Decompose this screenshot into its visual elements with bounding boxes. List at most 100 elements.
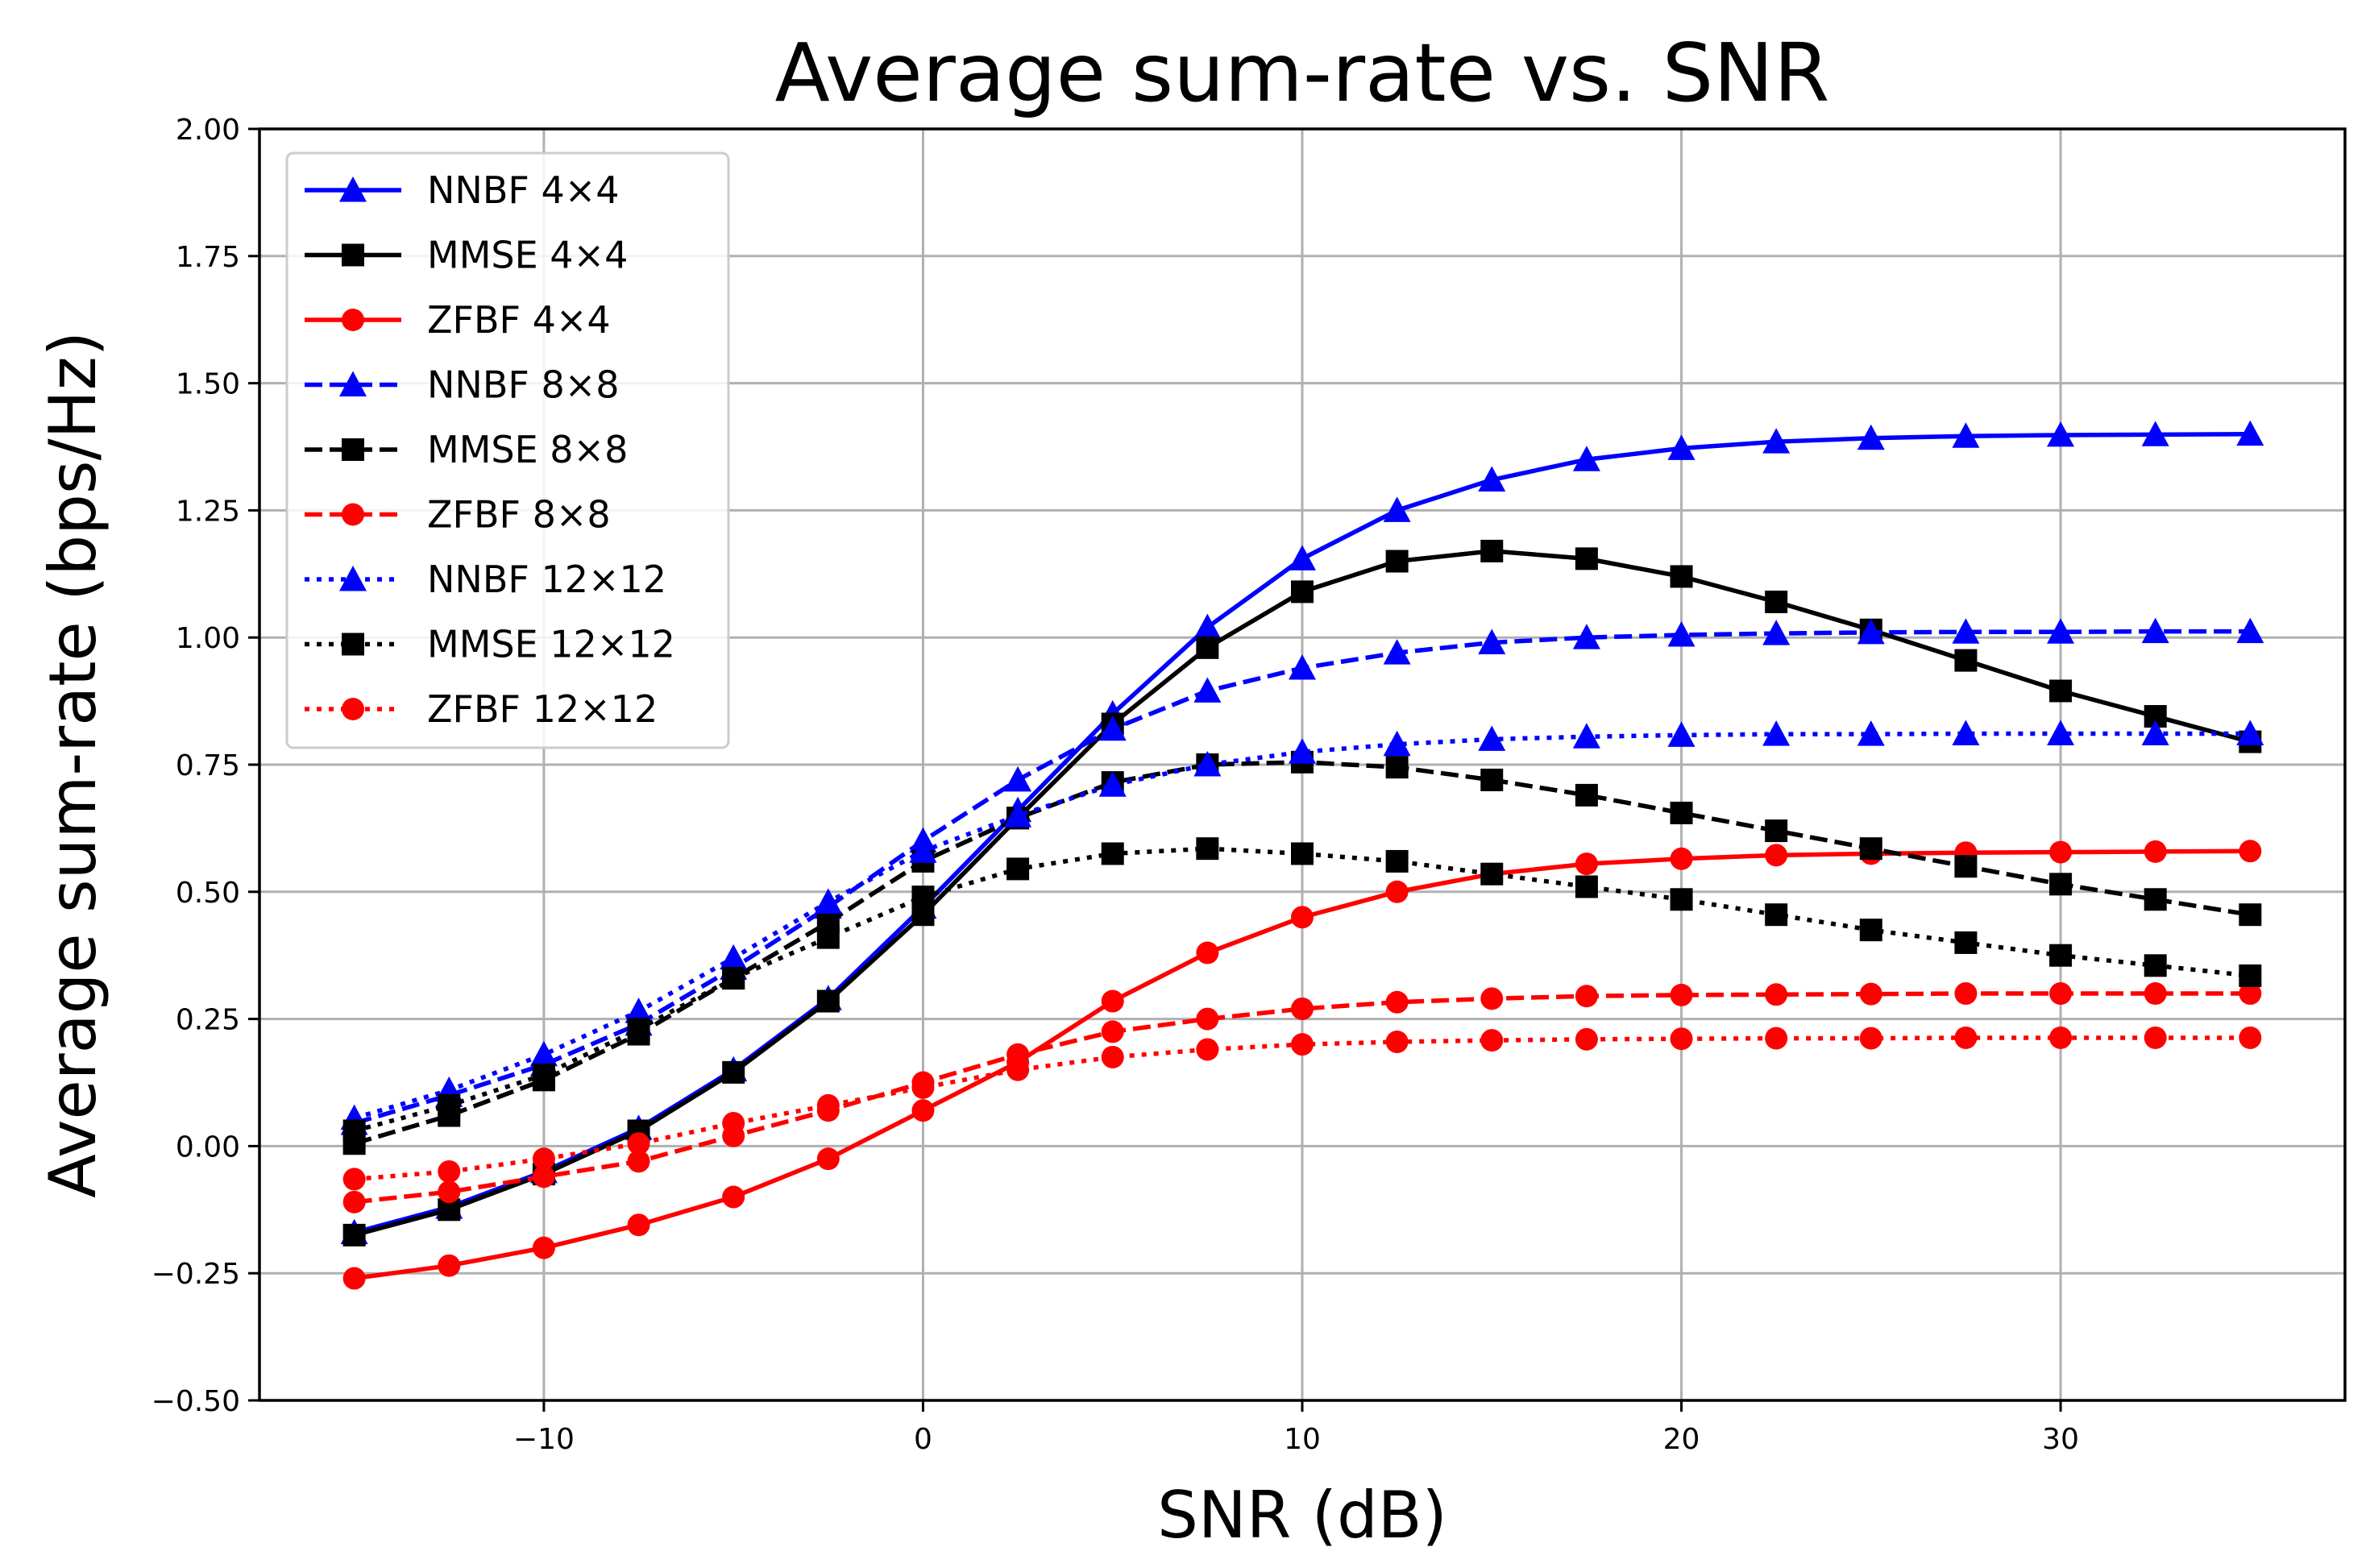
data-point — [1004, 765, 1032, 792]
y-tick-label: 1.50 — [176, 368, 240, 401]
data-point — [1667, 621, 1695, 647]
data-point — [625, 998, 653, 1023]
data-point — [1478, 725, 1506, 751]
series-line — [353, 731, 2251, 1121]
data-point — [2141, 421, 2169, 446]
data-point — [2047, 618, 2075, 644]
data-point — [1572, 723, 1600, 749]
legend-marker — [342, 243, 364, 267]
data-point — [2049, 982, 2073, 1006]
data-point — [1575, 852, 1598, 876]
data-point — [722, 967, 745, 990]
data-point — [911, 1076, 935, 1099]
data-point — [627, 1132, 650, 1155]
data-point — [2144, 954, 2167, 977]
data-point — [1291, 906, 1314, 929]
data-point — [1385, 990, 1409, 1014]
data-point — [1954, 982, 1978, 1006]
y-tick-label: 0.75 — [176, 749, 240, 782]
data-point — [1762, 428, 1791, 454]
data-point — [1098, 715, 1127, 741]
data-point — [1006, 857, 1030, 881]
legend-label: ZFBF 4×4 — [427, 298, 611, 342]
data-point — [2049, 1026, 2073, 1049]
data-point — [438, 1180, 461, 1204]
data-point — [438, 1254, 461, 1277]
data-point — [627, 1018, 650, 1041]
data-point — [1006, 1058, 1030, 1081]
data-point — [1196, 837, 1219, 861]
legend-marker — [339, 176, 367, 202]
data-point — [911, 886, 935, 909]
data-point — [2049, 873, 2073, 896]
x-tick-label: −10 — [513, 1423, 575, 1456]
y-tick-label: 0.00 — [176, 1130, 240, 1164]
legend-entry: MMSE 8×8 — [305, 428, 628, 471]
data-point — [532, 1165, 555, 1188]
series-line — [353, 846, 2251, 1134]
data-point — [2239, 982, 2262, 1006]
data-point — [1575, 875, 1598, 898]
legend-marker — [339, 371, 367, 396]
data-point — [2236, 720, 2264, 745]
legend: NNBF 4×4 MMSE 4×4 ZFBF 4×4 NNBF 8×8 MMSE 8×8… — [285, 151, 730, 749]
data-point — [1762, 620, 1791, 645]
data-point — [2239, 1026, 2262, 1049]
data-point — [1859, 1027, 1882, 1050]
data-point — [627, 1213, 650, 1237]
series-8 — [342, 1026, 2262, 1191]
y-tick-label: 0.25 — [176, 1004, 240, 1037]
data-point — [1765, 819, 1788, 843]
data-point — [720, 944, 748, 970]
data-point — [1480, 987, 1504, 1010]
data-point — [532, 1147, 555, 1171]
legend-label: NNBF 4×4 — [427, 168, 620, 212]
data-point — [1291, 842, 1314, 865]
legend-entry: ZFBF 4×4 — [305, 298, 611, 342]
data-point — [1765, 903, 1788, 927]
data-point — [816, 926, 840, 949]
data-point — [816, 1093, 840, 1117]
legend-label: ZFBF 8×8 — [427, 493, 611, 537]
series-6 — [340, 720, 2264, 1130]
data-point — [532, 1064, 555, 1087]
data-point — [1859, 982, 1882, 1006]
data-point — [1004, 802, 1032, 828]
data-point — [1098, 771, 1127, 797]
x-tick-label: 30 — [2042, 1423, 2079, 1456]
legend-label: MMSE 8×8 — [427, 428, 628, 471]
data-point — [1670, 565, 1693, 588]
data-point — [1670, 983, 1693, 1006]
legend-label: MMSE 4×4 — [427, 234, 628, 277]
data-point — [1575, 985, 1598, 1008]
data-point — [1289, 654, 1316, 680]
data-point — [911, 1099, 935, 1122]
data-point — [2047, 720, 2075, 745]
legend-label: ZFBF 12×12 — [427, 687, 658, 731]
legend-marker — [342, 438, 364, 461]
data-point — [1196, 1038, 1219, 1061]
data-point — [529, 1040, 558, 1067]
series-5 — [342, 982, 2262, 1213]
data-point — [532, 1236, 555, 1259]
data-point — [2239, 840, 2262, 863]
data-point — [2141, 720, 2169, 745]
y-tick-label: 1.00 — [176, 622, 240, 655]
data-point — [1954, 855, 1978, 878]
data-point — [2049, 840, 2073, 864]
plot-area — [340, 420, 2264, 1290]
data-point — [1383, 639, 1411, 665]
data-point — [1385, 1031, 1409, 1054]
legend-entry: MMSE 4×4 — [305, 234, 628, 277]
legend-entry: NNBF 4×4 — [305, 168, 620, 212]
chart-title: Average sum-rate vs. SNR — [775, 26, 1830, 120]
series-layer — [340, 420, 2264, 1290]
legend-marker — [342, 309, 364, 331]
data-point — [1291, 997, 1314, 1020]
data-point — [1101, 1020, 1124, 1043]
data-point — [2144, 1026, 2167, 1049]
data-point — [1480, 539, 1504, 562]
data-point — [1196, 1007, 1219, 1031]
data-point — [342, 1168, 366, 1191]
x-tick-label: 10 — [1284, 1423, 1321, 1456]
